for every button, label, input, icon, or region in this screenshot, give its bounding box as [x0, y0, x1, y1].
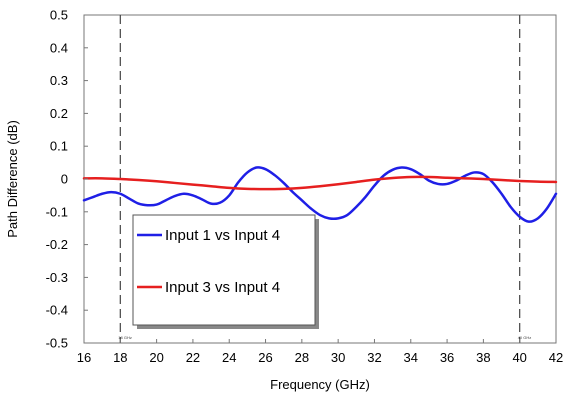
- x-tick-label: 26: [258, 350, 272, 365]
- y-tick-label: -0.1: [46, 204, 68, 219]
- y-tick-label: 0.1: [50, 139, 68, 154]
- y-tick-label: -0.3: [46, 270, 68, 285]
- x-tick-label: 20: [149, 350, 163, 365]
- legend-label-input-1-vs-input-4: Input 1 vs Input 4: [165, 227, 280, 244]
- x-tick-label: 24: [222, 350, 236, 365]
- y-tick-label: 0: [61, 172, 68, 187]
- y-tick-label: 0.4: [50, 40, 68, 55]
- marker-label: 18 GHz: [118, 335, 132, 340]
- series-line-input-3-vs-input-4: [82, 175, 558, 191]
- x-axis-ticks: 16 18 20 22 24 26 28 30 32 34 36 38 40 42: [77, 339, 563, 365]
- x-tick-label: 18: [113, 350, 127, 365]
- y-axis-title: Path Difference (dB): [5, 120, 20, 238]
- y-tick-label: -0.5: [46, 336, 68, 351]
- x-tick-label: 36: [440, 350, 454, 365]
- x-tick-label: 22: [186, 350, 200, 365]
- x-tick-label: 38: [476, 350, 490, 365]
- legend: Input 1 vs Input 4 Input 3 vs Input 4: [132, 214, 319, 329]
- x-tick-label: 40: [512, 350, 526, 365]
- y-tick-label: 0.2: [50, 106, 68, 121]
- y-tick-label: -0.2: [46, 237, 68, 252]
- y-tick-label: 0.5: [50, 8, 68, 23]
- x-tick-label: 28: [295, 350, 309, 365]
- x-tick-label: 16: [77, 350, 91, 365]
- legend-label-input-3-vs-input-4: Input 3 vs Input 4: [165, 279, 280, 296]
- marker-label: 40 GHz: [518, 335, 532, 340]
- x-tick-label: 32: [367, 350, 381, 365]
- series-line-input-1-vs-input-4: [82, 166, 558, 223]
- x-tick-label: 42: [549, 350, 563, 365]
- marker-layer: 18 GHz 40 GHz: [118, 15, 531, 343]
- y-tick-label: 0.3: [50, 73, 68, 88]
- y-tick-label: -0.4: [46, 303, 68, 318]
- x-tick-label: 30: [331, 350, 345, 365]
- y-axis-ticks: -0.5 -0.4 -0.3 -0.2 -0.1 0 0.1 0.2 0.3 0.4 0.5: [46, 8, 88, 351]
- legend-box: [132, 214, 316, 326]
- series-layer: [82, 166, 558, 223]
- x-tick-label: 34: [404, 350, 418, 365]
- x-axis-title: Frequency (GHz): [270, 377, 370, 392]
